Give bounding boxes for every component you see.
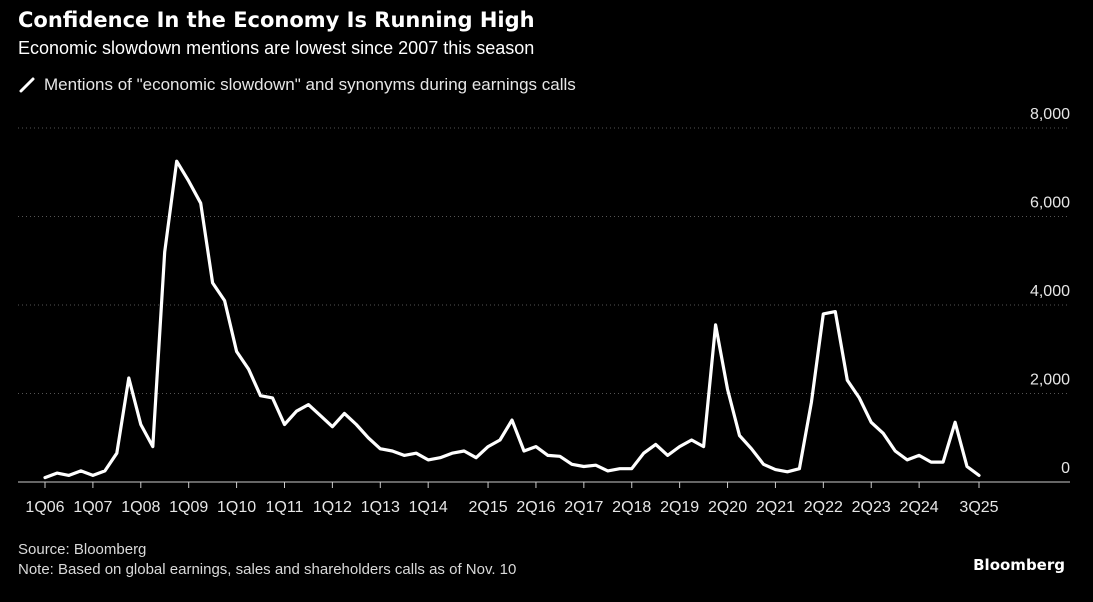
x-tick-label: 1Q13 xyxy=(361,499,400,516)
y-tick-label: 0 xyxy=(1061,460,1070,477)
x-tick-label: 2Q18 xyxy=(612,499,651,516)
x-tick-label: 1Q08 xyxy=(121,499,160,516)
x-axis: 1Q06 1Q07 1Q08 1Q09 1Q10 1Q11 1Q12 1Q13 1Q14 2Q15… xyxy=(25,482,999,516)
legend: Mentions of "economic slowdown" and syno… xyxy=(18,75,576,95)
x-tick-label: 2Q20 xyxy=(708,499,747,516)
x-tick-label: 2Q21 xyxy=(756,499,795,516)
legend-label: Mentions of "economic slowdown" and syno… xyxy=(44,75,576,94)
chart-subtitle: Economic slowdown mentions are lowest si… xyxy=(18,38,535,58)
footnote: Note: Based on global earnings, sales an… xyxy=(18,561,517,578)
bloomberg-logo: Bloomberg xyxy=(973,556,1065,574)
source-note: Source: Bloomberg xyxy=(18,541,147,558)
x-tick-label: 1Q14 xyxy=(409,499,448,516)
x-tick-label: 2Q23 xyxy=(852,499,891,516)
footer: Source: Bloomberg Note: Based on global … xyxy=(18,540,516,580)
x-tick-label: 1Q07 xyxy=(73,499,112,516)
x-tick-label: 1Q12 xyxy=(313,499,352,516)
x-tick-label: 1Q09 xyxy=(169,499,208,516)
x-tick-label: 2Q15 xyxy=(468,499,507,516)
y-axis: 0 2,000 4,000 6,000 8,000 xyxy=(18,106,1070,483)
y-tick-label: 2,000 xyxy=(1030,372,1070,389)
series-line-economic-slowdown-mentions xyxy=(43,159,981,480)
chart-series xyxy=(43,159,981,480)
x-tick-label: 1Q10 xyxy=(217,499,256,516)
x-tick-label: 2Q19 xyxy=(660,499,699,516)
y-tick-label: 6,000 xyxy=(1030,195,1070,212)
y-tick-label: 4,000 xyxy=(1030,283,1070,300)
x-tick-label: 1Q06 xyxy=(25,499,64,516)
legend-line-icon xyxy=(19,77,35,93)
chart-title: Confidence In the Economy Is Running Hig… xyxy=(18,8,535,32)
x-tick-label: 2Q24 xyxy=(900,499,939,516)
x-tick-label: 2Q16 xyxy=(516,499,555,516)
x-tick-label: 1Q11 xyxy=(266,499,304,516)
x-tick-label: 2Q17 xyxy=(564,499,603,516)
x-tick-label: 2Q22 xyxy=(804,499,843,516)
chart-grid xyxy=(18,127,1070,394)
y-tick-label: 8,000 xyxy=(1030,106,1070,123)
x-tick-label: 3Q25 xyxy=(959,499,998,516)
